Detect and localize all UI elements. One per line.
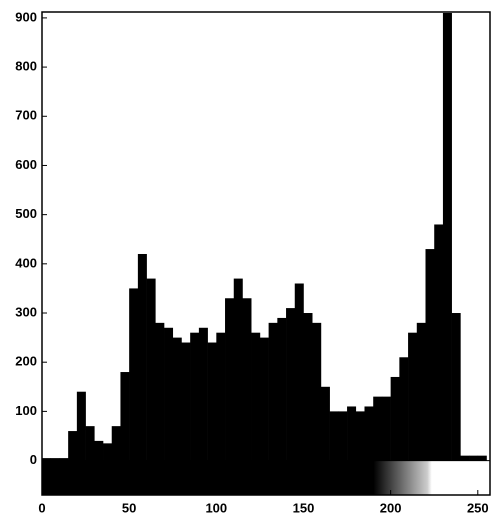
bar bbox=[294, 283, 304, 461]
bar bbox=[408, 332, 418, 461]
bar bbox=[268, 322, 278, 461]
bar bbox=[320, 386, 330, 461]
bar bbox=[312, 322, 322, 461]
bar bbox=[137, 253, 147, 461]
bar bbox=[303, 313, 313, 461]
bar bbox=[242, 298, 252, 461]
bar bbox=[42, 458, 52, 461]
bar bbox=[390, 376, 400, 461]
bar bbox=[68, 431, 78, 461]
bar bbox=[416, 322, 426, 461]
bar bbox=[442, 12, 452, 461]
x-tick-label: 250 bbox=[467, 500, 489, 515]
bar bbox=[207, 342, 217, 461]
bar bbox=[181, 342, 191, 461]
x-tick-label: 0 bbox=[38, 500, 45, 515]
y-tick-label: 800 bbox=[15, 59, 37, 74]
y-tick-label: 100 bbox=[15, 403, 37, 418]
bar bbox=[347, 406, 357, 461]
y-tick-label: 700 bbox=[15, 108, 37, 123]
bar bbox=[164, 327, 174, 461]
plot-frame bbox=[41, 11, 491, 496]
bar bbox=[338, 411, 348, 461]
bar bbox=[225, 298, 235, 461]
bar bbox=[94, 440, 104, 461]
bar bbox=[59, 458, 69, 461]
y-tick-label: 500 bbox=[15, 206, 37, 221]
x-tick-label: 200 bbox=[380, 500, 402, 515]
y-tick-label: 400 bbox=[15, 255, 37, 270]
gray-ramp bbox=[42, 460, 490, 495]
bar bbox=[425, 249, 435, 461]
plot-area bbox=[42, 12, 490, 495]
bar bbox=[198, 327, 208, 461]
bar bbox=[155, 322, 165, 461]
y-tick-label: 0 bbox=[30, 452, 37, 467]
bar bbox=[129, 288, 139, 461]
x-tick-label: 50 bbox=[122, 500, 136, 515]
bar bbox=[172, 337, 182, 461]
bar bbox=[190, 332, 200, 461]
bar bbox=[399, 357, 409, 461]
bar bbox=[277, 317, 287, 461]
bar bbox=[216, 332, 226, 461]
bar bbox=[76, 391, 86, 461]
bar bbox=[469, 455, 479, 461]
bar bbox=[120, 372, 130, 461]
bar bbox=[329, 411, 339, 461]
y-tick-label: 300 bbox=[15, 304, 37, 319]
bar bbox=[146, 278, 156, 461]
bar bbox=[233, 278, 243, 461]
bar bbox=[259, 337, 269, 461]
bar bbox=[364, 406, 374, 461]
bar bbox=[434, 224, 444, 461]
y-tick-label: 900 bbox=[15, 9, 37, 24]
bar bbox=[251, 332, 261, 461]
bar bbox=[381, 396, 391, 461]
bar bbox=[355, 411, 365, 461]
bar bbox=[103, 443, 113, 461]
y-tick-label: 600 bbox=[15, 157, 37, 172]
bar bbox=[373, 396, 383, 461]
bar bbox=[85, 426, 95, 461]
x-tick-label: 100 bbox=[205, 500, 227, 515]
bar bbox=[286, 308, 296, 461]
bar bbox=[460, 455, 470, 461]
bar bbox=[50, 458, 60, 461]
x-tick-label: 150 bbox=[293, 500, 315, 515]
bar bbox=[477, 455, 487, 461]
bar bbox=[451, 313, 461, 461]
bar bbox=[111, 426, 121, 461]
y-tick-label: 200 bbox=[15, 354, 37, 369]
